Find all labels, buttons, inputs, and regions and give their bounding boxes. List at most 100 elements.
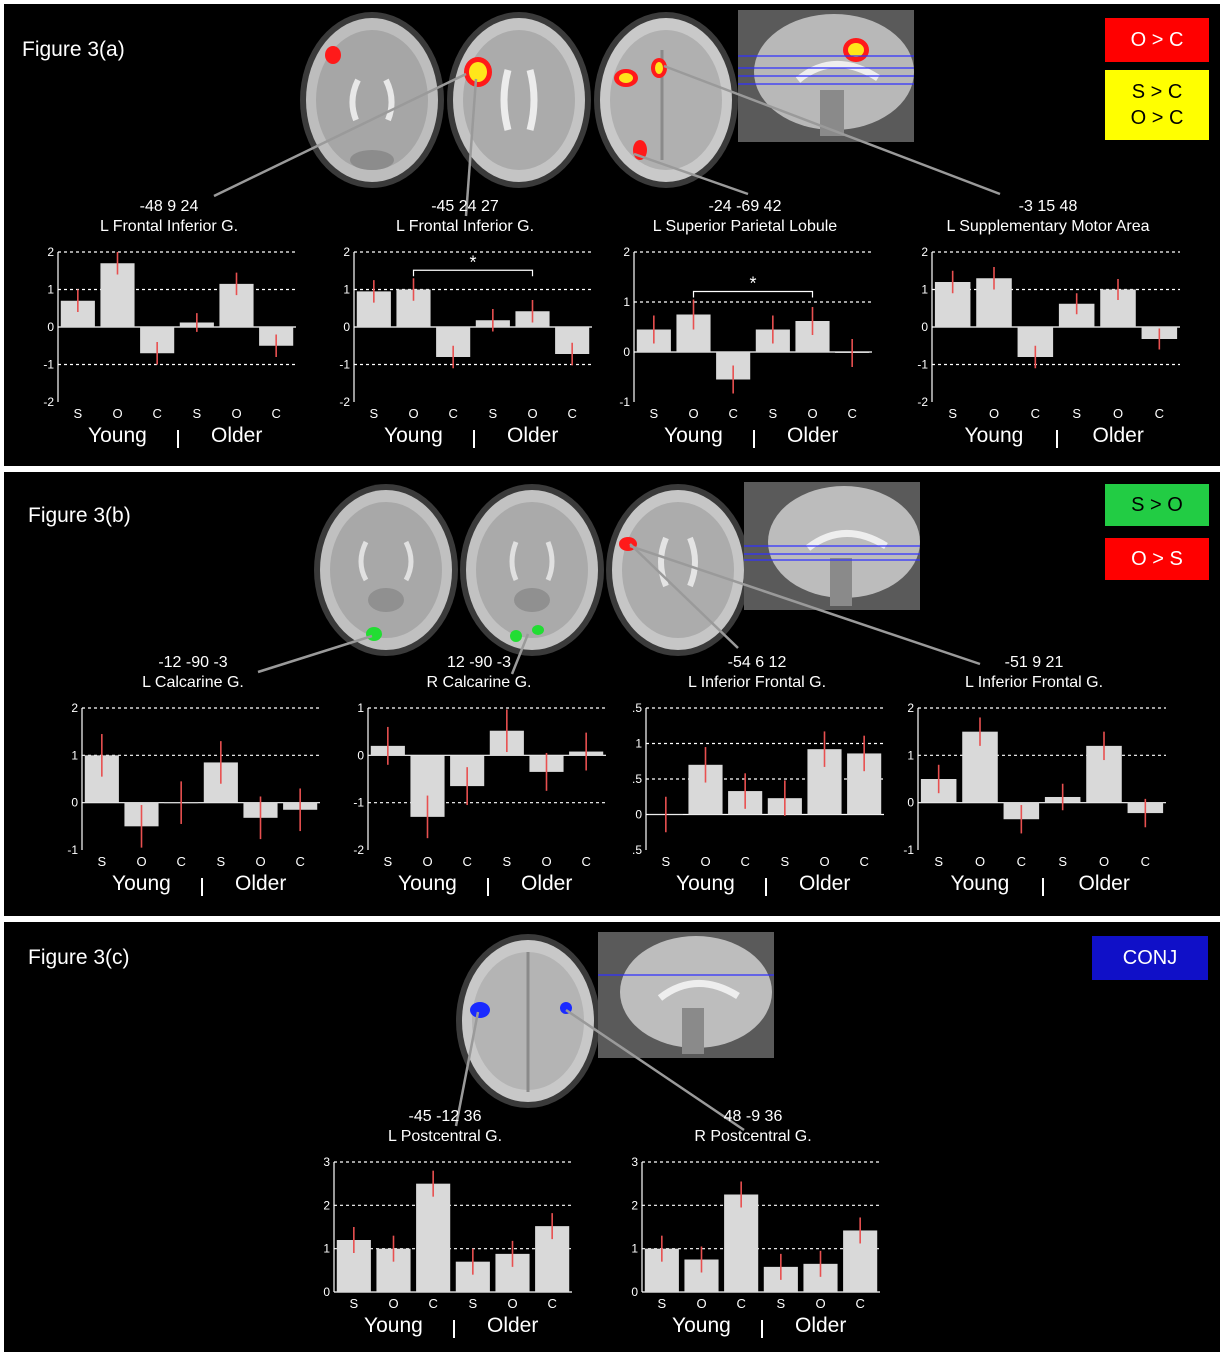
figure-3a-panel: Figure 3(a) O > C S > C O > C <box>4 4 1220 466</box>
legend-o-gt-s: O > S <box>1105 538 1209 580</box>
chart-plot: 0 1 2 3 S O C S O C <box>323 1155 572 1311</box>
x-tick-label: C <box>462 854 471 869</box>
x-tick-label: S <box>657 1296 666 1311</box>
bar-chart-r-calcarine: 12 -90 -3 R Calcarine G. -2 -1 0 1 S O C S O C Young… <box>334 654 624 910</box>
axial-brain-slice-icon <box>314 484 458 656</box>
x-tick-label: S <box>1072 406 1081 421</box>
legend-conj: CONJ <box>1092 936 1208 980</box>
y-tick-label: 0 <box>631 1285 638 1299</box>
group-label-young: Young <box>112 872 171 895</box>
legend-s-gt-c-o-gt-c: S > C O > C <box>1105 70 1209 140</box>
sagittal-brain-slice-icon <box>598 932 774 1058</box>
x-tick-label: C <box>152 406 161 421</box>
x-tick-label: S <box>369 406 378 421</box>
group-label-young: Young <box>398 872 457 895</box>
x-tick-label: S <box>73 406 82 421</box>
bar-chart-l-supplementary-motor: -3 15 48 L Supplementary Motor Area -2 -1 0 1… <box>898 198 1198 462</box>
y-tick-label: 1 <box>631 1242 638 1256</box>
group-label-young: Young <box>672 1314 731 1337</box>
y-tick-label: 0 <box>323 1285 330 1299</box>
chart-coordinate: -45 -12 36 <box>408 1108 482 1125</box>
x-tick-label: S <box>934 854 943 869</box>
group-label-young: Young <box>950 872 1010 895</box>
y-tick-label: 2 <box>907 701 914 715</box>
group-label-young: Young <box>664 424 723 447</box>
x-tick-label: C <box>859 854 868 869</box>
significance-bracket <box>692 290 814 298</box>
y-tick-label: 0 <box>907 796 914 810</box>
x-tick-label: S <box>780 854 789 869</box>
group-label-older: Older <box>1078 872 1130 895</box>
group-separator <box>761 1320 763 1338</box>
x-tick-label: S <box>649 406 658 421</box>
x-tick-label: O <box>815 1296 825 1311</box>
chart-plot: -1 0 1 2 S O C S O C <box>903 701 1166 869</box>
x-tick-label: O <box>700 854 710 869</box>
bar-chart-l-inferior-frontal-2: -51 9 21 L Inferior Frontal G. -1 0 1 2 S O C S O C… <box>884 654 1184 910</box>
chart-coordinate: -48 9 24 <box>139 198 199 215</box>
y-tick-label: 0 <box>357 748 364 762</box>
bar-chart-l-postcentral: -45 -12 36 L Postcentral G. 0 1 2 3 S O C S O C Youn… <box>300 1108 590 1352</box>
bar <box>724 1194 759 1292</box>
axial-brain-slice-icon <box>456 934 600 1108</box>
group-separator <box>1042 878 1044 896</box>
y-tick-label: 1 <box>343 283 350 297</box>
group-separator <box>487 878 489 896</box>
legend-text: CONJ <box>1122 947 1178 969</box>
x-tick-label: C <box>736 1296 745 1311</box>
axial-brain-slice-icon <box>606 484 750 656</box>
x-tick-label: S <box>661 854 670 869</box>
y-tick-label: 1 <box>623 295 630 309</box>
bar-chart-r-postcentral: 48 -9 36 R Postcentral G. 0 1 2 3 S O C S O C Young O… <box>608 1108 898 1352</box>
y-tick-label: -2 <box>339 395 350 409</box>
legend-text: O > S <box>1131 548 1183 570</box>
group-label-young: Young <box>384 424 443 447</box>
x-tick-label: S <box>776 1296 785 1311</box>
bar-chart-l-frontal-inferior-2: -45 24 27 L Frontal Inferior G. -2 -1 0 1 2 S O C… <box>320 198 610 462</box>
group-separator <box>453 1320 455 1338</box>
x-tick-label: S <box>948 406 957 421</box>
x-tick-label: O <box>231 406 241 421</box>
x-tick-label: O <box>527 406 537 421</box>
x-tick-label: C <box>1031 406 1040 421</box>
y-tick-label: 2 <box>631 1198 638 1212</box>
x-tick-label: C <box>271 406 280 421</box>
y-tick-label: -2 <box>353 843 364 857</box>
chart-title: L Inferior Frontal G. <box>687 674 827 691</box>
figure-3b-label: Figure 3(b) <box>28 504 131 527</box>
group-separator <box>201 878 203 896</box>
x-tick-label: O <box>136 854 146 869</box>
axial-brain-slice-icon <box>594 12 738 188</box>
group-label-young: Young <box>676 872 735 895</box>
x-tick-label: O <box>541 854 551 869</box>
x-tick-label: C <box>1141 854 1150 869</box>
group-label-older: Older <box>799 872 851 895</box>
bar <box>416 1183 451 1292</box>
x-tick-label: C <box>547 1296 556 1311</box>
bar <box>1058 303 1095 327</box>
chart-title: L Frontal Inferior G. <box>395 218 535 235</box>
y-tick-label: -1 <box>917 358 928 372</box>
chart-plot: -2 -1 0 1 2 S O C S O C * <box>339 245 592 421</box>
x-tick-label: C <box>295 854 304 869</box>
x-tick-label: O <box>975 854 985 869</box>
bar-chart-l-calcarine: -12 -90 -3 L Calcarine G. -1 0 1 2 S O C S O C Young… <box>48 654 338 910</box>
x-tick-label: C <box>428 1296 437 1311</box>
group-label-older: Older <box>211 424 263 447</box>
group-label-young: Young <box>964 424 1024 447</box>
x-tick-label: S <box>1058 854 1067 869</box>
y-tick-label: 0 <box>47 320 54 334</box>
chart-title: L Superior Parietal Lobule <box>652 218 838 235</box>
group-separator <box>473 430 475 448</box>
y-tick-label: 1 <box>71 748 78 762</box>
legend-text: S > O <box>1131 494 1183 516</box>
x-tick-label: O <box>1099 854 1109 869</box>
x-tick-label: C <box>581 854 590 869</box>
x-tick-label: O <box>688 406 698 421</box>
group-separator <box>765 878 767 896</box>
legend-s-gt-o: S > O <box>1105 484 1209 526</box>
chart-title: R Postcentral G. <box>694 1128 812 1145</box>
x-tick-label: S <box>216 854 225 869</box>
x-tick-label: O <box>388 1296 398 1311</box>
y-tick-label: 0 <box>71 796 78 810</box>
